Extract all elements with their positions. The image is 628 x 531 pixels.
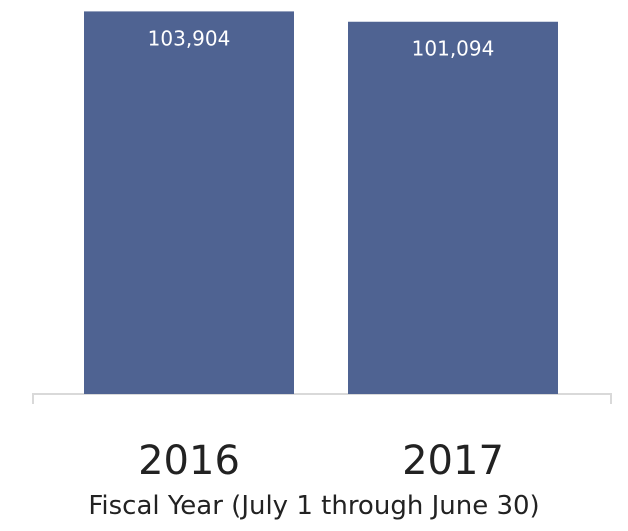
- bar-value-label-2017: 101,094: [412, 37, 495, 61]
- x-axis-title: Fiscal Year (July 1 through June 30): [88, 491, 539, 521]
- bars-group: [84, 11, 558, 395]
- x-axis-line: [32, 393, 612, 404]
- x-tick-label-2016: 2016: [138, 438, 240, 484]
- bar-value-labels: 103,904 101,094: [148, 26, 495, 60]
- bar-2017: [348, 21, 558, 395]
- x-tick-label-2017: 2017: [402, 438, 504, 484]
- x-tick-labels: 2016 2017: [138, 438, 504, 484]
- bar-2016: [84, 11, 294, 394]
- x-axis: [32, 393, 612, 404]
- bar-value-label-2016: 103,904: [148, 26, 231, 50]
